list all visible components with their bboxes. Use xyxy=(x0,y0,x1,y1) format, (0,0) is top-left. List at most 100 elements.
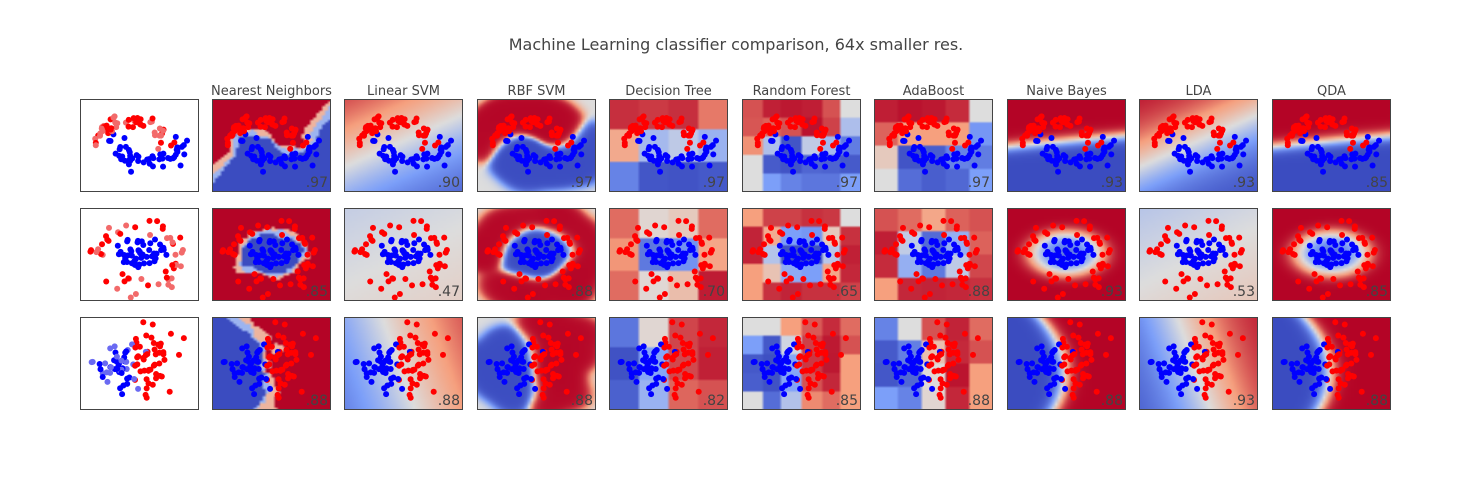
data-point xyxy=(550,371,557,378)
data-point xyxy=(965,139,972,146)
data-point xyxy=(678,115,685,122)
data-point xyxy=(396,290,403,297)
data-point xyxy=(132,362,139,369)
data-point xyxy=(636,345,643,352)
data-point xyxy=(283,258,290,265)
data-point xyxy=(411,232,418,239)
data-point xyxy=(249,230,256,237)
data-point xyxy=(776,242,783,249)
data-point xyxy=(1338,217,1345,224)
data-point xyxy=(1313,135,1320,142)
data-point xyxy=(1205,260,1212,267)
data-point xyxy=(1166,126,1173,133)
data-point xyxy=(413,163,420,170)
data-point xyxy=(393,124,400,131)
data-point xyxy=(929,353,936,360)
data-point xyxy=(557,127,564,134)
data-point xyxy=(1337,282,1344,289)
data-point xyxy=(944,340,951,347)
data-point xyxy=(1068,260,1075,267)
data-point xyxy=(1162,278,1169,285)
data-point xyxy=(401,368,408,375)
data-point xyxy=(1072,282,1079,289)
data-point xyxy=(825,251,832,258)
data-point xyxy=(395,375,402,382)
data-point xyxy=(1042,251,1049,258)
data-point xyxy=(658,124,665,131)
data-point xyxy=(1320,252,1327,259)
data-point xyxy=(156,360,163,367)
data-point xyxy=(1182,222,1189,229)
data-point xyxy=(132,344,139,351)
data-point xyxy=(1077,362,1084,369)
data-point xyxy=(1206,232,1213,239)
data-point xyxy=(1081,218,1088,225)
data-point xyxy=(304,133,311,140)
data-point xyxy=(550,250,557,257)
data-point xyxy=(1064,121,1071,128)
data-point xyxy=(260,168,267,175)
data-point xyxy=(252,259,259,266)
data-point xyxy=(402,276,409,283)
data-point xyxy=(924,115,931,122)
data-point xyxy=(392,168,399,175)
data-point xyxy=(1087,163,1094,170)
data-point xyxy=(697,284,704,291)
data-point xyxy=(929,385,936,392)
data-point xyxy=(1369,234,1376,241)
data-point xyxy=(1052,123,1059,130)
data-point xyxy=(1191,224,1198,231)
data-point xyxy=(543,246,550,253)
data-point xyxy=(1033,137,1040,144)
data-point xyxy=(1315,222,1322,229)
data-point xyxy=(550,375,557,382)
data-point xyxy=(957,274,964,281)
data-point xyxy=(287,145,294,152)
data-point xyxy=(409,367,416,374)
data-point xyxy=(1147,359,1154,366)
data-point xyxy=(666,121,673,128)
data-point xyxy=(146,260,153,267)
data-point xyxy=(532,248,539,255)
data-point xyxy=(1030,122,1037,129)
data-point xyxy=(822,244,829,251)
data-point xyxy=(556,225,563,232)
data-point xyxy=(269,121,276,128)
data-point xyxy=(968,148,975,155)
data-point xyxy=(759,366,766,373)
data-point xyxy=(538,260,545,267)
data-point xyxy=(388,236,395,243)
data-point xyxy=(149,163,156,170)
data-point xyxy=(385,135,392,142)
data-point xyxy=(794,290,801,297)
data-point xyxy=(617,247,624,254)
data-point xyxy=(1280,247,1287,254)
data-point xyxy=(140,355,147,362)
data-point xyxy=(1096,239,1103,246)
data-point xyxy=(682,250,689,257)
data-point xyxy=(558,356,565,363)
data-point xyxy=(289,151,296,158)
data-point xyxy=(807,282,814,289)
data-point xyxy=(1335,376,1342,383)
data-point xyxy=(1356,235,1363,242)
data-point xyxy=(501,378,508,385)
data-point xyxy=(441,263,448,270)
data-point xyxy=(1338,246,1345,253)
data-point xyxy=(512,251,519,258)
data-point xyxy=(499,360,506,367)
data-point xyxy=(805,385,812,392)
scatter-points xyxy=(1015,319,1114,401)
data-point xyxy=(285,371,292,378)
data-point xyxy=(1342,362,1349,369)
data-point xyxy=(385,157,392,164)
data-point xyxy=(390,149,397,156)
data-point xyxy=(926,224,933,231)
data-point xyxy=(546,115,553,122)
data-point xyxy=(279,232,286,239)
data-point xyxy=(272,319,279,326)
data-point xyxy=(513,152,520,159)
data-point xyxy=(1186,294,1193,301)
data-point xyxy=(1069,391,1076,398)
subplot-panel: .97 xyxy=(742,99,861,192)
